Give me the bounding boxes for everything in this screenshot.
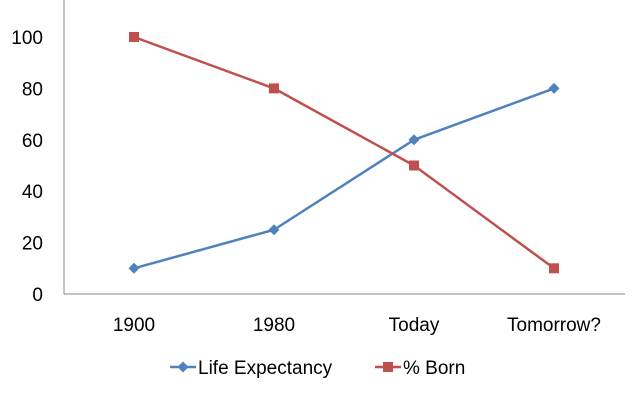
data-point-marker bbox=[269, 83, 279, 94]
legend-label: Life Expectancy bbox=[198, 358, 333, 379]
x-tick-label: Tomorrow? bbox=[507, 315, 601, 336]
x-tick-label: Today bbox=[389, 315, 440, 336]
series-line bbox=[132, 35, 556, 270]
y-tick-label: 100 bbox=[11, 28, 43, 49]
data-point-marker bbox=[549, 263, 559, 274]
y-tick-label: 60 bbox=[22, 131, 43, 152]
y-ticks: 0 20 40 60 80 100 bbox=[11, 28, 43, 306]
x-tick-label: 1980 bbox=[253, 315, 295, 336]
x-tick-label: 1900 bbox=[113, 315, 155, 336]
data-point-marker bbox=[268, 224, 280, 236]
data-point-marker bbox=[409, 160, 419, 171]
series-layer bbox=[128, 32, 560, 274]
legend-entry: % Born bbox=[375, 358, 465, 379]
series-line bbox=[132, 87, 556, 270]
y-tick-label: 40 bbox=[22, 182, 43, 203]
x-ticks: 1900 1980 Today Tomorrow? bbox=[113, 315, 601, 336]
legend-marker bbox=[177, 361, 189, 373]
data-point-marker bbox=[548, 82, 560, 94]
data-point-marker bbox=[408, 134, 420, 146]
data-point-marker bbox=[128, 262, 140, 274]
y-tick-label: 80 bbox=[22, 79, 43, 100]
legend-marker bbox=[383, 362, 393, 372]
series-0 bbox=[128, 82, 560, 274]
y-tick-label: 20 bbox=[22, 234, 43, 255]
legend-label: % Born bbox=[403, 358, 465, 379]
legend-entry: Life Expectancy bbox=[170, 358, 333, 379]
legend: Life Expectancy % Born bbox=[170, 358, 465, 379]
data-point-marker bbox=[129, 32, 139, 42]
chart-axes bbox=[63, 0, 625, 295]
y-tick-label: 0 bbox=[32, 285, 43, 306]
series-1 bbox=[129, 32, 559, 274]
